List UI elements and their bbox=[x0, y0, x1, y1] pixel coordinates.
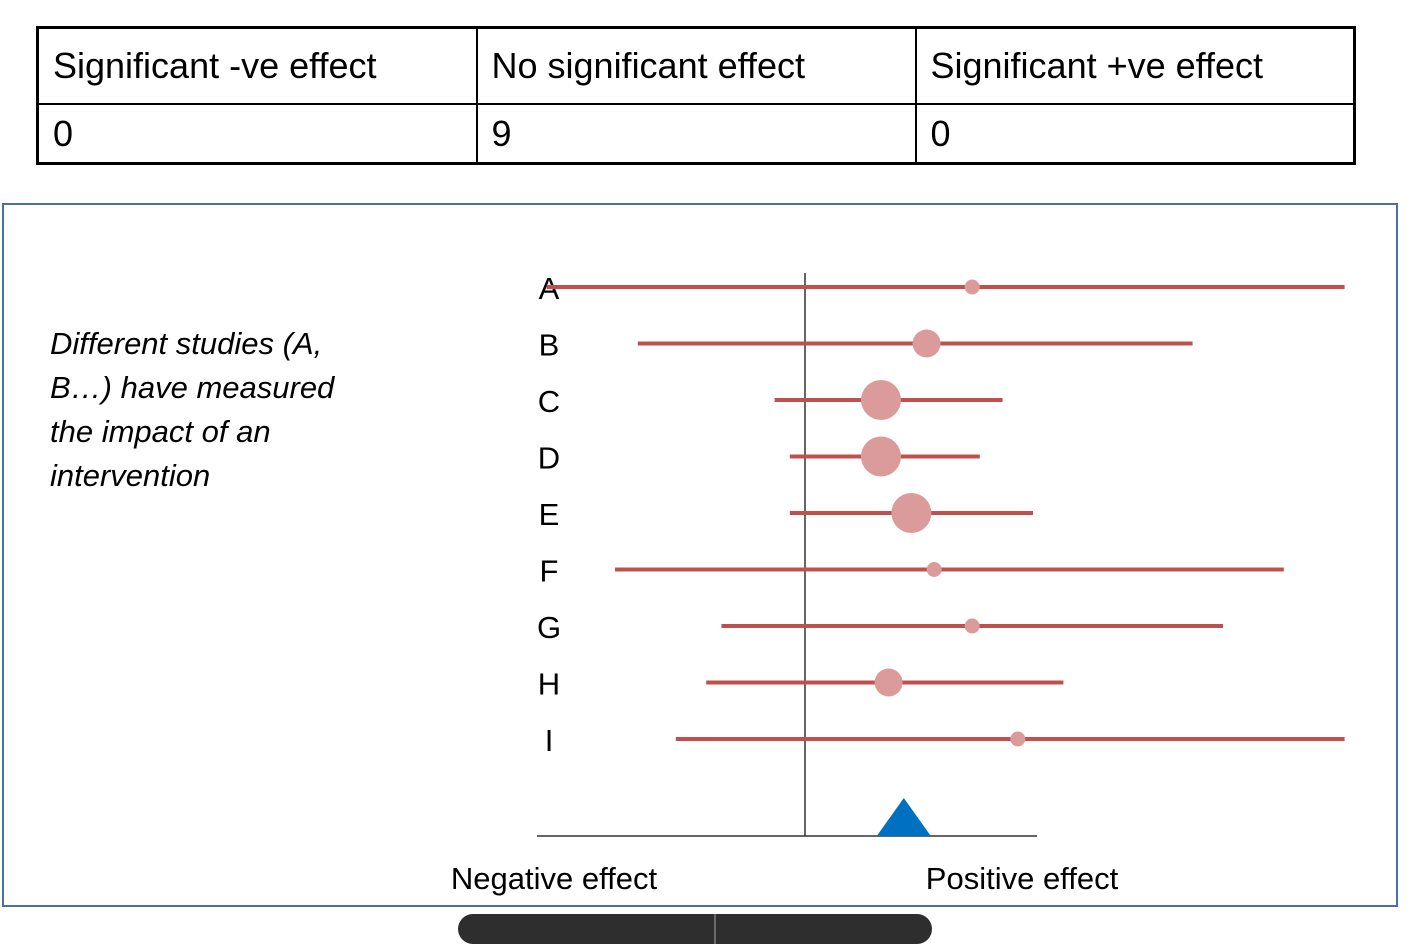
estimate-point-i bbox=[1010, 731, 1026, 747]
estimate-point-a bbox=[964, 279, 980, 295]
value-significant-positive: 0 bbox=[914, 103, 1356, 165]
estimate-point-c bbox=[861, 380, 901, 420]
toolbar-divider bbox=[714, 914, 716, 944]
explanation-note: Different studies (A, B…) have measured … bbox=[50, 326, 335, 493]
x-label-negative: Negative effect bbox=[451, 861, 658, 896]
study-label-h: H bbox=[538, 667, 560, 702]
value-no-significant: 9 bbox=[475, 103, 917, 165]
header-no-significant: No significant effect bbox=[475, 26, 917, 105]
value-significant-negative: 0 bbox=[36, 103, 478, 165]
estimate-point-g bbox=[964, 618, 980, 634]
study-label-g: G bbox=[537, 610, 561, 645]
study-label-c: C bbox=[538, 384, 560, 419]
estimate-point-h bbox=[874, 668, 903, 697]
summary-value-row: 0 9 0 bbox=[36, 103, 1356, 165]
header-significant-positive: Significant +ve effect bbox=[914, 26, 1356, 105]
header-significant-negative: Significant -ve effect bbox=[36, 26, 478, 105]
forest-plot-panel bbox=[2, 203, 1398, 907]
study-label-f: F bbox=[540, 554, 559, 589]
summary-header-row: Significant -ve effect No significant ef… bbox=[36, 26, 1356, 105]
pooled-estimate-marker bbox=[876, 798, 931, 836]
summary-table: Significant -ve effect No significant ef… bbox=[36, 26, 1356, 165]
estimate-point-e bbox=[891, 493, 932, 533]
bottom-toolbar[interactable] bbox=[458, 914, 932, 944]
study-label-b: B bbox=[539, 328, 560, 363]
study-label-i: I bbox=[545, 723, 554, 758]
estimate-point-d bbox=[861, 436, 901, 477]
estimate-point-f bbox=[926, 562, 942, 577]
estimate-point-b bbox=[912, 329, 941, 358]
study-label-d: D bbox=[538, 441, 560, 476]
x-label-positive: Positive effect bbox=[926, 861, 1119, 896]
study-label-e: E bbox=[539, 497, 560, 532]
